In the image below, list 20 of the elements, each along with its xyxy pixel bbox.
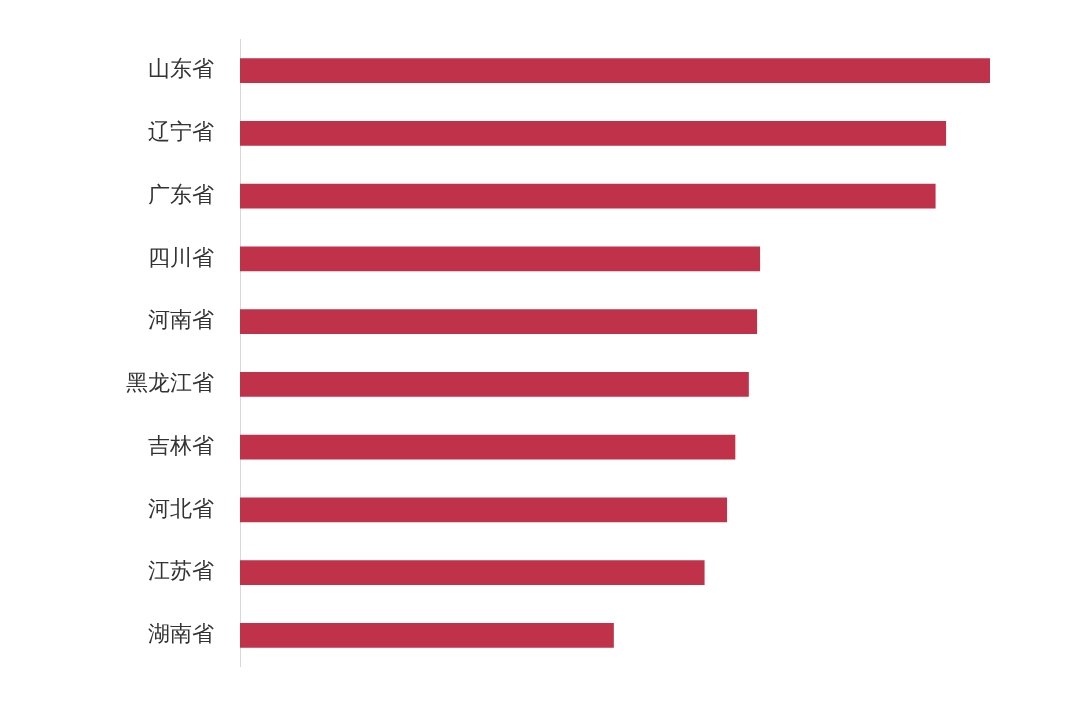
y-tick-label: 江苏省 [148,558,214,584]
bar [240,183,936,209]
y-tick-label: 河北省 [148,495,214,521]
bar [240,623,614,648]
y-tick-label: 四川省 [148,244,214,270]
bar [240,372,749,397]
y-tick-label: 辽宁省 [148,119,214,145]
bar [240,309,758,334]
y-tick-label: 吉林省 [148,432,214,458]
bar [240,560,705,585]
bar [240,434,736,460]
y-tick-label: 湖南省 [148,621,214,647]
y-tick-label: 河南省 [148,307,214,333]
bar [240,121,947,146]
bar [240,58,990,83]
bar [240,497,728,523]
bar [240,246,761,272]
y-tick-label: 山东省 [148,56,214,82]
y-tick-label: 广东省 [148,181,214,207]
y-tick-label: 黑龙江省 [126,370,214,396]
